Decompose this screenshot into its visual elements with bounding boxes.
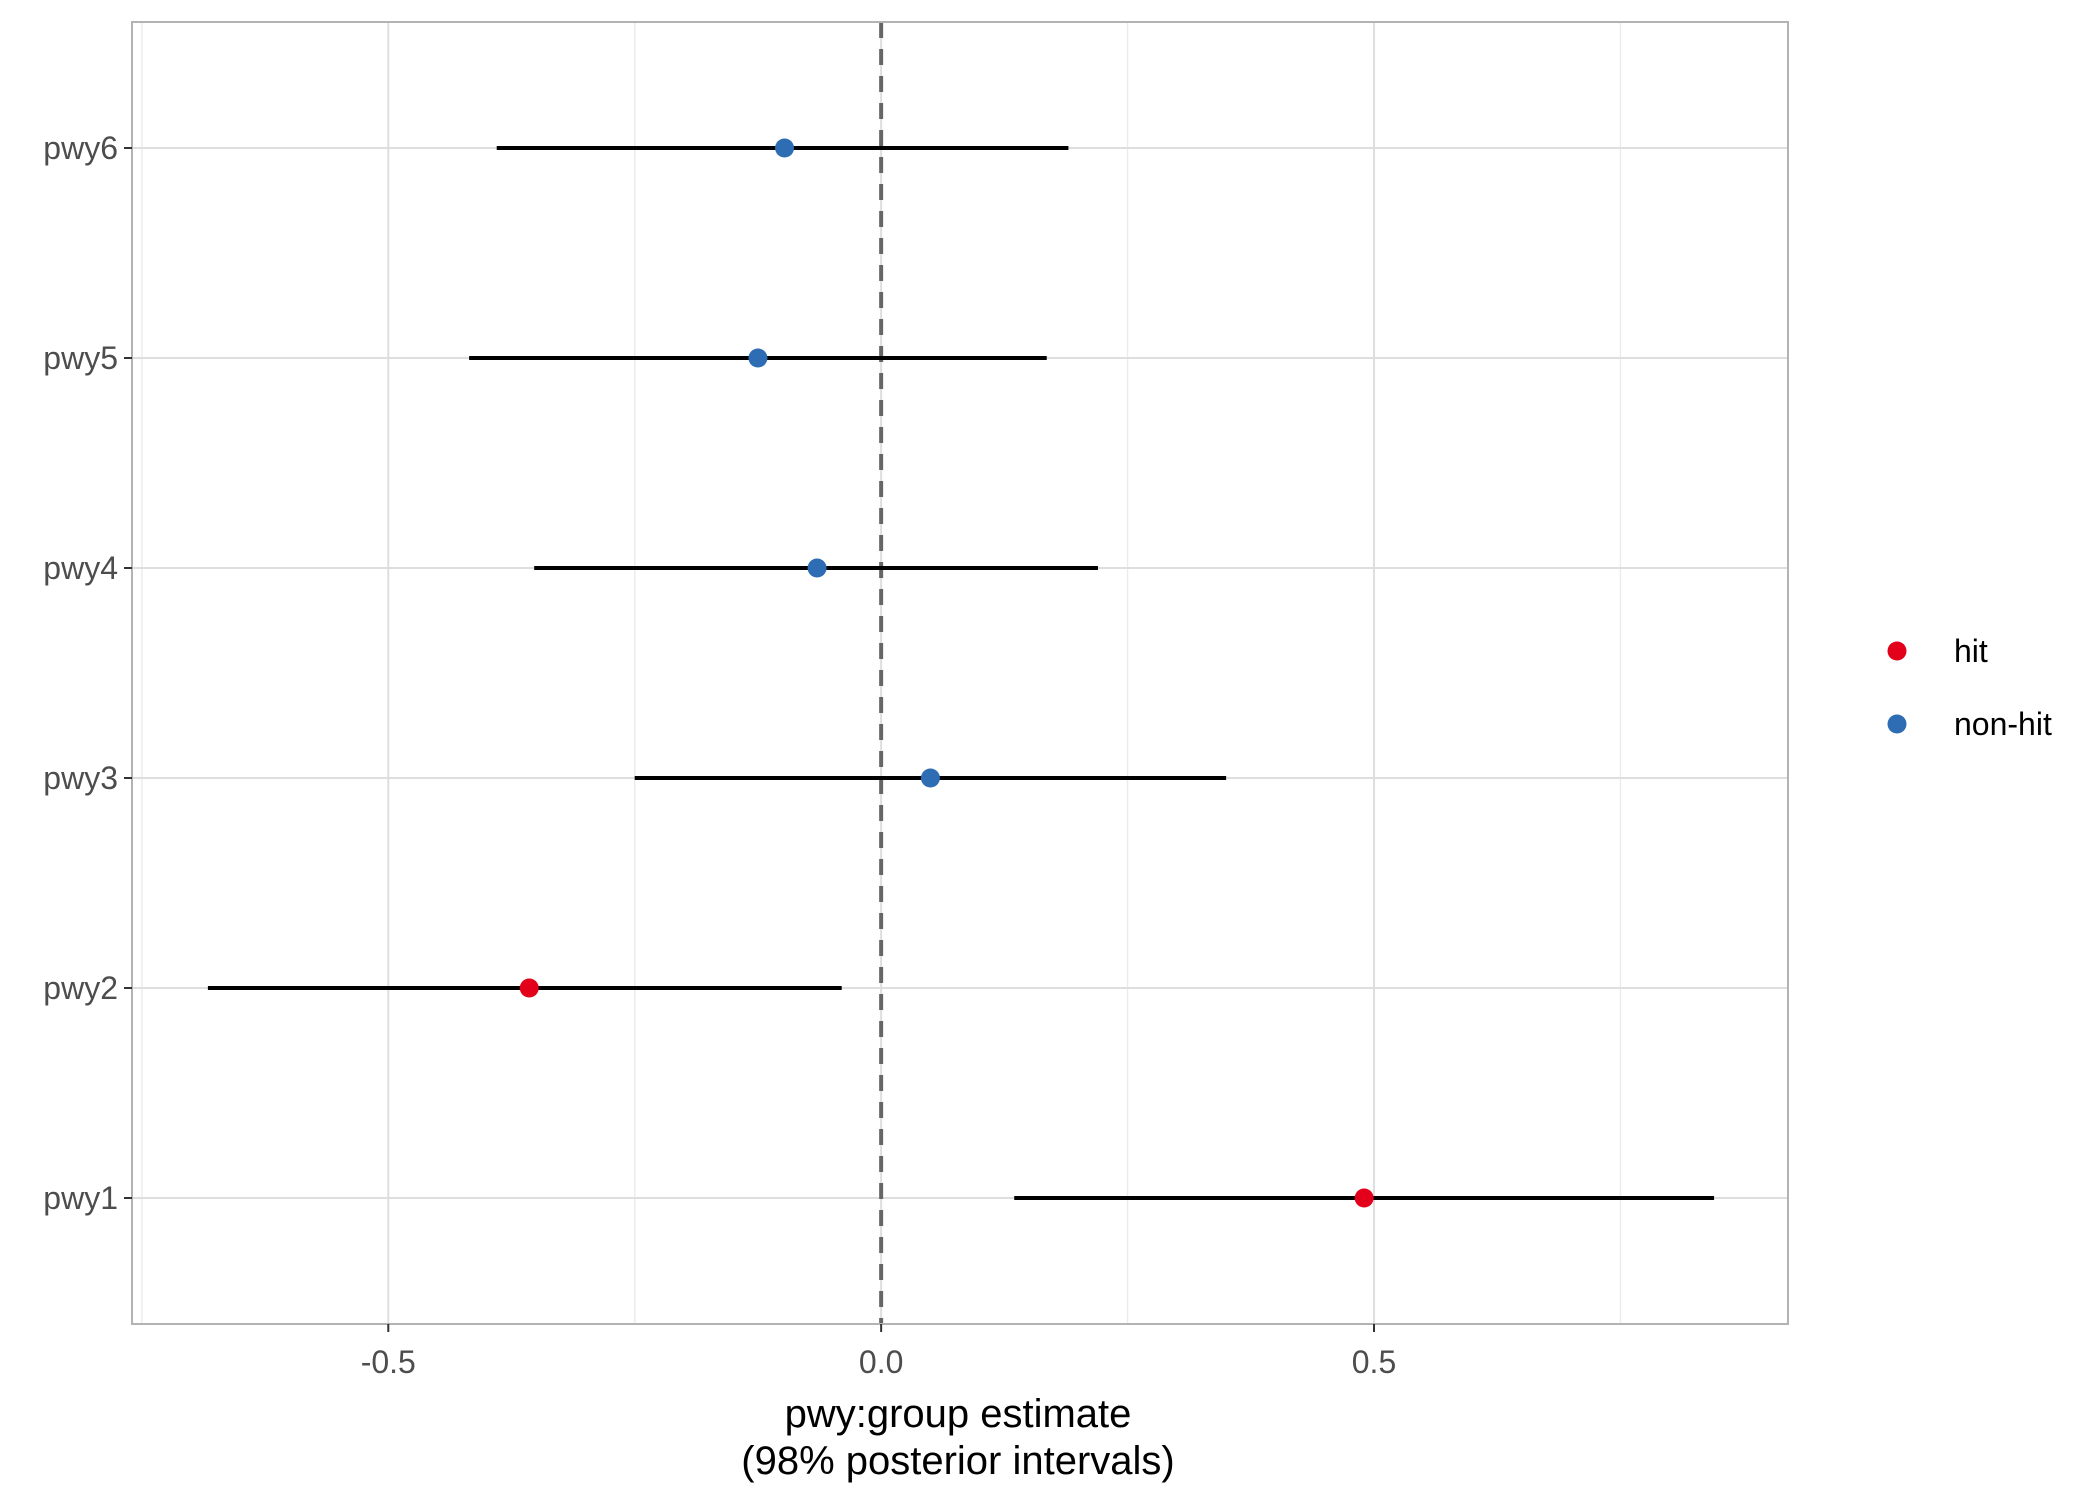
legend-label-hit: hit	[1954, 633, 1988, 669]
y-tick-label-pwy6: pwy6	[43, 130, 118, 166]
x-axis-title-line2: (98% posterior intervals)	[741, 1439, 1175, 1483]
panel-border	[131, 21, 1789, 1325]
x-tick-label-0: -0.5	[361, 1344, 416, 1380]
interval-lines	[207, 146, 1715, 1200]
legend: hit non-hit	[1887, 633, 2052, 742]
y-tick-label-pwy5: pwy5	[43, 340, 118, 376]
point-pwy2	[519, 978, 539, 998]
point-pwy3	[920, 768, 940, 788]
point-pwy5	[748, 348, 768, 368]
minor-gridlines	[141, 22, 1622, 1324]
y-tick-label-pwy4: pwy4	[43, 550, 118, 586]
major-gridlines	[132, 22, 1788, 1324]
x-axis-title-line1: pwy:group estimate	[785, 1392, 1132, 1436]
estimate-points	[519, 138, 1374, 1208]
legend-label-non-hit: non-hit	[1954, 706, 2052, 742]
x-tick-label-2: 0.5	[1352, 1344, 1396, 1380]
y-tick-label-pwy1: pwy1	[43, 1180, 118, 1216]
y-tick-label-pwy3: pwy3	[43, 760, 118, 796]
point-pwy1	[1354, 1188, 1374, 1208]
x-axis-ticks: -0.5 0.0 0.5	[361, 1324, 1396, 1380]
point-pwy6	[775, 138, 795, 158]
y-tick-label-pwy2: pwy2	[43, 970, 118, 1006]
y-axis-ticks: pwy1 pwy2 pwy3 pwy4 pwy5 pwy6	[43, 130, 132, 1216]
point-pwy4	[807, 558, 827, 578]
legend-key-non-hit	[1887, 714, 1907, 734]
legend-key-hit	[1887, 641, 1907, 661]
x-tick-label-1: 0.0	[859, 1344, 903, 1380]
